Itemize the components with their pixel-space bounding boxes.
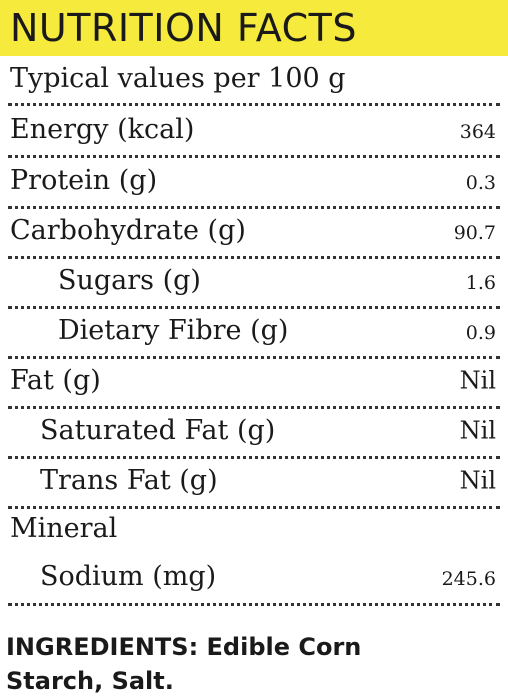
row-divider <box>8 306 500 309</box>
ingredients-text: INGREDIENTS: Edible Corn Starch, Salt. <box>6 630 502 698</box>
nutrient-label: Sodium (mg) <box>40 560 217 592</box>
nutrient-label: Protein (g) <box>10 164 158 196</box>
nutrient-row-dietary-fibre: Dietary Fibre (g) 0.9 <box>0 307 508 357</box>
nutrient-value: 0.3 <box>465 172 496 195</box>
nutrient-row-energy: Energy (kcal) 364 <box>0 106 508 156</box>
nutrient-value: Nil <box>459 366 496 395</box>
nutrient-value: 364 <box>459 121 496 144</box>
nutrient-label: Sugars (g) <box>58 264 201 296</box>
ingredients-line: Starch, Salt. <box>6 667 174 695</box>
nutrient-value: Nil <box>459 416 496 445</box>
nutrient-label: Saturated Fat (g) <box>40 414 276 446</box>
title-banner: NUTRITION FACTS <box>0 0 508 56</box>
nutrient-label: Mineral <box>10 512 118 544</box>
nutrient-label: Energy (kcal) <box>10 113 195 145</box>
nutrient-row-sodium: Sodium (mg) 245.6 <box>0 553 508 603</box>
nutrient-label: Fat (g) <box>10 364 101 396</box>
row-divider <box>8 103 500 106</box>
nutrient-value: 245.6 <box>441 568 496 591</box>
row-divider <box>8 506 500 509</box>
nutrient-label: Trans Fat (g) <box>40 464 218 496</box>
nutrient-row-trans-fat: Trans Fat (g) Nil <box>0 457 508 507</box>
row-divider <box>8 456 500 459</box>
nutrient-row-protein: Protein (g) 0.3 <box>0 157 508 207</box>
nutrient-row-sugars: Sugars (g) 1.6 <box>0 257 508 307</box>
row-divider <box>8 356 500 359</box>
panel-title: NUTRITION FACTS <box>10 6 357 50</box>
nutrient-value: 1.6 <box>465 272 496 295</box>
nutrient-label: Carbohydrate (g) <box>10 214 246 246</box>
row-divider <box>8 406 500 409</box>
nutrient-value: 90.7 <box>453 222 496 245</box>
nutrient-row-fat: Fat (g) Nil <box>0 357 508 407</box>
nutrient-value: Nil <box>459 466 496 495</box>
row-divider <box>8 256 500 259</box>
ingredients-line: INGREDIENTS: Edible Corn <box>6 633 362 661</box>
nutrient-label: Dietary Fibre (g) <box>58 314 289 346</box>
row-divider <box>8 603 500 606</box>
row-divider <box>8 206 500 209</box>
basis-row: Typical values per 100 g <box>0 55 508 105</box>
nutrient-row-saturated-fat: Saturated Fat (g) Nil <box>0 407 508 457</box>
basis-label: Typical values per 100 g <box>10 62 346 94</box>
row-divider <box>8 155 500 158</box>
nutrient-value: 0.9 <box>465 322 496 345</box>
nutrient-row-mineral: Mineral <box>0 505 508 555</box>
nutrient-row-carbohydrate: Carbohydrate (g) 90.7 <box>0 207 508 257</box>
